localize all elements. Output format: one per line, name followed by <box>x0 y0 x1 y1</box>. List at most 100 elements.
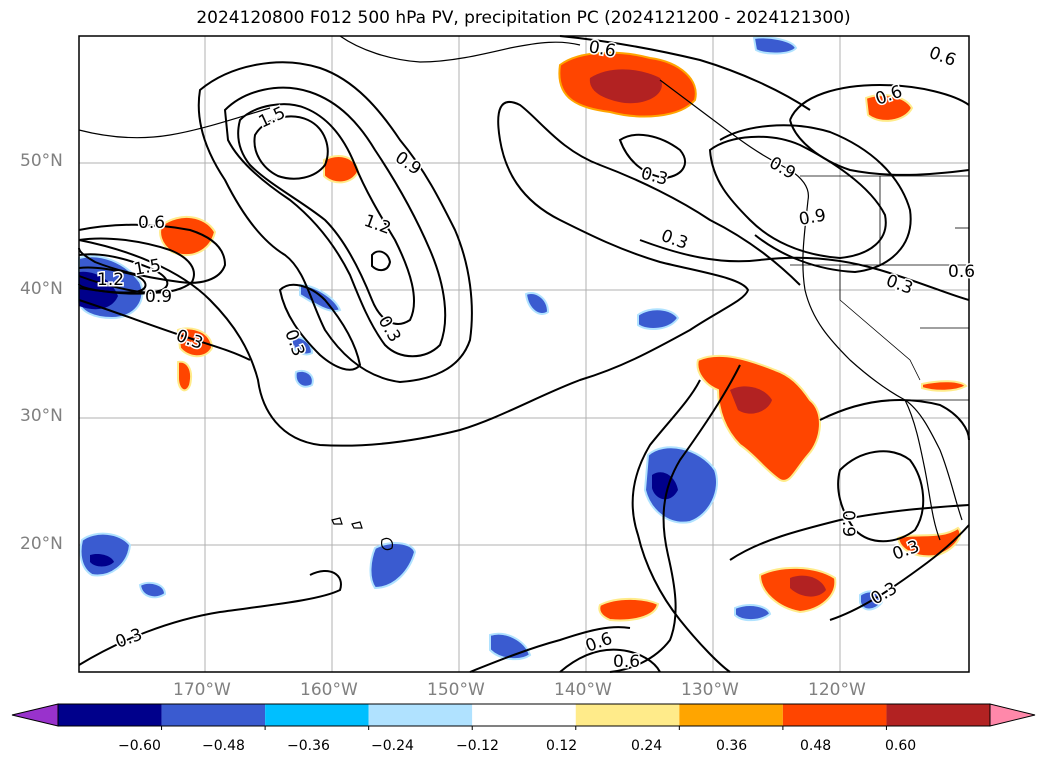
lon-label-140w: 140°W <box>554 680 612 700</box>
colorbar-tick-label: 0.48 <box>800 738 832 754</box>
lat-label-20n: 20°N <box>20 534 63 554</box>
contour-0.3-west-loop <box>278 283 362 371</box>
precip-blob-neg-south-2 <box>734 604 772 622</box>
contour-0.3-south-2 <box>829 524 970 621</box>
precip-blob-pos-socal <box>921 380 968 392</box>
colorbar-tick-label: 0.24 <box>631 738 663 754</box>
hawaii-island-2 <box>351 521 363 529</box>
contour-label: 1.5 <box>132 256 162 280</box>
contour-0.9-center <box>223 86 447 358</box>
colorbar-segment <box>368 704 473 726</box>
precip-blob-neg-sw-small <box>138 581 167 599</box>
precip-blob-neg-ne <box>752 36 798 55</box>
colorbar-tick-label: −0.24 <box>371 738 414 754</box>
contour-0.3-ne <box>789 83 970 121</box>
precip-core-gulf-alaska <box>589 69 662 104</box>
precip-blob-neg-165w <box>291 336 314 356</box>
lon-label-170w: 170°W <box>173 680 231 700</box>
colorbar-segment <box>886 704 990 726</box>
precip-blob-neg-158w <box>299 283 342 313</box>
lon-label-160w: 160°W <box>300 680 358 700</box>
map-frame <box>78 35 970 673</box>
precip-blob-175w-a <box>176 327 214 358</box>
coastline-west-coast <box>802 199 963 521</box>
contour-1.2-center <box>237 103 416 325</box>
hawaii-island-3 <box>381 537 393 551</box>
precip-blob-pos-south-2 <box>598 597 660 622</box>
colorbar-segment <box>265 704 369 726</box>
contour-0.3-ne-2 <box>789 119 970 176</box>
precip-blob-neg-hawaii <box>369 542 417 590</box>
contour-1.5-west <box>78 266 147 294</box>
contour-label: 0.6 <box>587 37 617 61</box>
colorbar-tick-label: −0.60 <box>118 738 161 754</box>
colorbar-extend-max <box>989 703 1036 727</box>
colorbar-segment <box>472 704 576 726</box>
graticule <box>79 36 969 672</box>
coastline-bc <box>659 79 810 201</box>
precip-core-subtrop <box>730 386 772 414</box>
colorbar-segment <box>782 704 887 726</box>
contour-0.3-ak <box>618 133 686 180</box>
colorbar <box>11 703 1036 730</box>
lon-label-130w: 130°W <box>681 680 739 700</box>
contour-0.6-center <box>197 61 473 384</box>
contour-0.6-east-low <box>609 364 741 673</box>
coastline-alaska <box>339 35 581 63</box>
precip-blob-neg-145w <box>524 292 550 315</box>
contour-1.2-small <box>371 250 392 272</box>
contour-0.3-east-low <box>631 379 731 673</box>
contour-0.3-west-tail <box>78 299 251 361</box>
precip-blob-neg-hawaii-east <box>643 446 718 524</box>
contour-label: 0.9 <box>145 287 172 307</box>
precip-blob-neg-138w <box>637 308 680 331</box>
contour-label: 0.6 <box>138 213 165 233</box>
coastline-baja <box>904 399 941 541</box>
lat-label-50n: 50°N <box>20 151 63 171</box>
precip-blob-pos-ne <box>864 94 914 122</box>
lon-label-150w: 150°W <box>427 680 485 700</box>
colorbar-tick-label: 0.60 <box>885 738 917 754</box>
colorbar-segment <box>161 704 266 726</box>
contour-0.3-south <box>729 504 970 561</box>
colorbar-tick-label: −0.36 <box>287 738 330 754</box>
contour-0.3-main <box>78 100 801 447</box>
precip-core-pos-south-1 <box>790 575 826 597</box>
border-state-3 <box>839 265 921 381</box>
colorbar-segment <box>679 704 783 726</box>
contour-0.3-east <box>639 239 970 301</box>
coastline-aleutians <box>78 107 271 139</box>
precip-blob-neg-167w <box>294 369 314 388</box>
colorbar-segment <box>575 704 680 726</box>
colorbar-tick-label: 0.36 <box>716 738 748 754</box>
colorbar-tick-label: −0.12 <box>456 738 499 754</box>
hawaii-island-1 <box>331 517 343 525</box>
precip-blob-neg-far-sw <box>79 532 132 577</box>
contour-label: 1.2 <box>97 270 124 290</box>
contour-1.5-center <box>253 115 329 180</box>
contour-0.6-coast <box>719 124 912 274</box>
contour-0.9-south <box>819 399 970 441</box>
contour-0.6-sw <box>469 626 631 673</box>
contour-0.6-south-loop <box>837 450 925 543</box>
lat-label-40n: 40°N <box>20 279 63 299</box>
contour-0.9-sw <box>559 648 661 673</box>
colorbar-extend-min <box>11 703 59 727</box>
colorbar-tick-label: −0.48 <box>202 738 245 754</box>
pv-contours <box>78 35 970 673</box>
political-borders <box>790 175 969 401</box>
contour-label: 0.6 <box>613 652 640 672</box>
contour-0.3-sw <box>78 570 342 666</box>
contour-0.6-north <box>559 35 811 111</box>
lat-label-30n: 30°N <box>20 406 63 426</box>
lon-label-120w: 120°W <box>808 680 866 700</box>
contour-0.6-west <box>78 223 227 284</box>
coastlines <box>78 35 963 551</box>
colorbar-segment <box>58 704 162 726</box>
contour-label: 0.6 <box>948 262 975 282</box>
colorbar-tick-label: 0.12 <box>546 738 578 754</box>
precip-core-neg-far-sw <box>90 553 114 567</box>
map-title: 2024120800 F012 500 hPa PV, precipitatio… <box>196 8 851 28</box>
contour-0.9-coast <box>708 135 887 260</box>
